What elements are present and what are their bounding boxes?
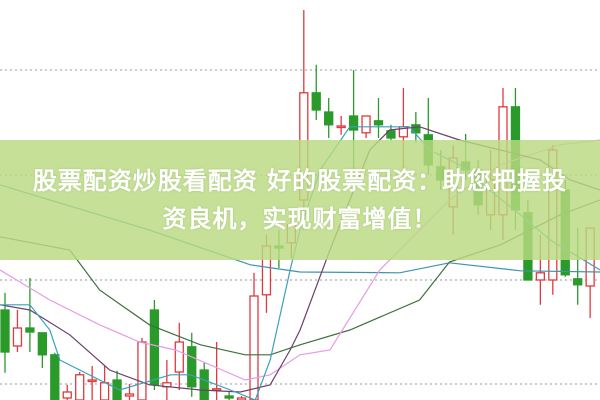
candle-up (12, 327, 23, 347)
candle-down (0, 309, 10, 353)
candle-up (99, 382, 110, 400)
banner-title-line-1: 股票配资炒股看配资 好的股票配资：助您把握投 (32, 167, 568, 195)
candle-up (336, 125, 346, 129)
candle-up (174, 341, 184, 373)
banner-title-line-2: 资良机，实现财富增值！ (162, 205, 438, 233)
candle-down (311, 92, 321, 111)
candle-down (50, 354, 60, 400)
candle-up (75, 374, 85, 400)
candle-down (37, 332, 47, 356)
candle-down (224, 395, 234, 399)
candle-down (187, 346, 197, 388)
candle-up (87, 379, 97, 383)
candle-down (386, 130, 396, 139)
candle-up (361, 115, 371, 134)
title-banner: 股票配资炒股看配资 好的股票配资：助您把握投 资良机，实现财富增值！ (0, 140, 600, 260)
candle-up (137, 341, 147, 400)
candle-up (236, 397, 247, 400)
candle-up (249, 295, 259, 400)
candle-down (199, 369, 209, 400)
candle-down (348, 115, 359, 131)
candle-up (535, 272, 545, 281)
candle-up (62, 391, 72, 399)
candle-down (149, 309, 160, 386)
candle-down (573, 278, 583, 286)
candle-down (373, 120, 384, 126)
candle-up (124, 393, 135, 397)
candle-down (324, 111, 334, 126)
candle-down (25, 327, 35, 333)
